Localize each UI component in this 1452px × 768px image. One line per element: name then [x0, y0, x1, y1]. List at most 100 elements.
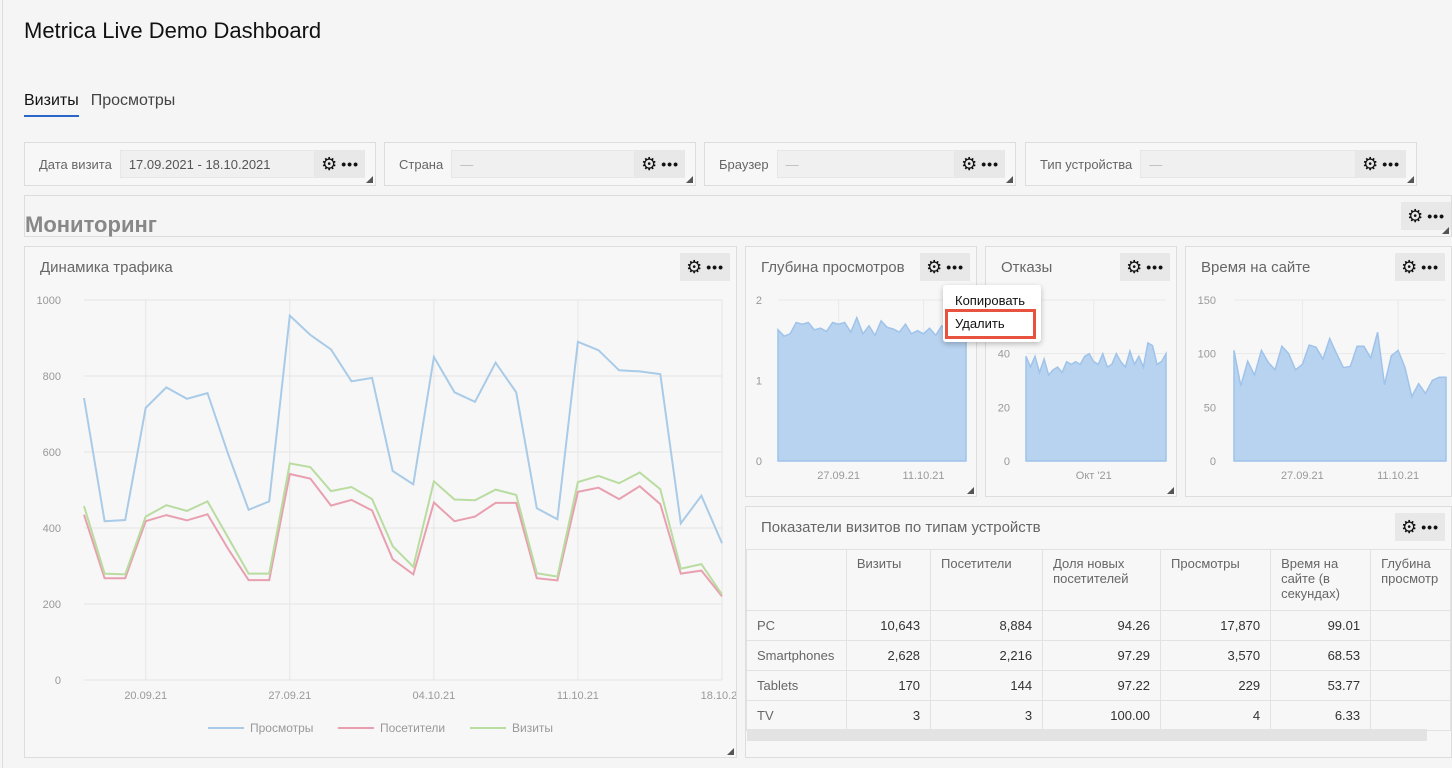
- x-tick-label: 11.10.21: [557, 690, 599, 702]
- table-cell: 17,870: [1160, 610, 1272, 641]
- resize-handle[interactable]: [1167, 487, 1174, 494]
- gear-icon[interactable]: ⚙: [686, 257, 703, 277]
- area-series: [1025, 341, 1167, 462]
- table-cell: 3,570: [1160, 640, 1272, 671]
- horizontal-scrollbar[interactable]: [747, 729, 1427, 741]
- gear-icon[interactable]: ⚙: [961, 154, 978, 174]
- area-series: [777, 315, 967, 462]
- country-field[interactable]: —: [451, 150, 636, 178]
- gear-icon[interactable]: ⚙: [321, 154, 338, 174]
- tab-visits[interactable]: Визиты: [24, 92, 79, 117]
- table-cell: [1370, 640, 1451, 671]
- resize-handle[interactable]: [1442, 227, 1449, 234]
- table-cell: 4: [1160, 700, 1272, 731]
- selector-label: Дата визита: [39, 156, 112, 172]
- context-menu: Копировать Удалить: [943, 285, 1041, 342]
- y-tick-label: 50: [1204, 402, 1216, 414]
- y-tick-label: 1000: [37, 295, 61, 307]
- widget-title: Динамика трафика: [40, 259, 173, 276]
- gear-icon[interactable]: ⚙: [641, 154, 658, 174]
- gear-icon[interactable]: ⚙: [1407, 206, 1424, 226]
- date-range-field[interactable]: 17.09.2021 - 18.10.2021: [119, 150, 316, 178]
- table-cell: 2,628: [845, 640, 932, 671]
- table-cell: 94.26: [1042, 610, 1162, 641]
- table-cell: [1370, 670, 1451, 701]
- menu-item-copy[interactable]: Копировать: [955, 293, 1025, 308]
- table-cell: 229: [1160, 670, 1272, 701]
- more-icon[interactable]: •••: [661, 156, 679, 172]
- row-label: Smartphones: [746, 640, 847, 671]
- resize-handle[interactable]: [967, 487, 974, 494]
- table-cell: 100.00: [1042, 700, 1162, 731]
- y-tick-label: 40: [998, 349, 1010, 361]
- tab-pageviews[interactable]: Просмотры: [90, 92, 176, 109]
- gear-icon[interactable]: ⚙: [1126, 257, 1143, 277]
- more-icon[interactable]: •••: [1146, 259, 1164, 275]
- table-cell: 2,216: [930, 640, 1044, 671]
- column-header[interactable]: Время на сайте (в секундах): [1270, 549, 1372, 611]
- row-label: TV: [746, 700, 847, 731]
- widget-controls: ⚙ •••: [1395, 513, 1445, 541]
- gear-icon[interactable]: ⚙: [1362, 154, 1379, 174]
- x-tick-label: 11.10.21: [1377, 470, 1419, 482]
- y-tick-label: 2: [756, 295, 762, 307]
- selector-country: Страна — ⚙ •••: [384, 142, 696, 186]
- column-header[interactable]: Посетители: [930, 549, 1044, 611]
- table-cell: 6.33: [1270, 700, 1372, 731]
- more-icon[interactable]: •••: [1421, 259, 1439, 275]
- delete-highlight-box: [945, 309, 1036, 339]
- selector-visit-date: Дата визита 17.09.2021 - 18.10.2021 ⚙ ••…: [24, 142, 376, 186]
- resize-handle[interactable]: [1006, 176, 1013, 183]
- selector-device-type: Тип устройства — ⚙ •••: [1025, 142, 1417, 186]
- table-cell: [1370, 610, 1451, 641]
- more-icon[interactable]: •••: [706, 259, 724, 275]
- widget-traffic: Динамика трафика ⚙ ••• 1000 800 600 400 200 0…: [24, 246, 737, 758]
- device-type-field[interactable]: —: [1140, 150, 1357, 178]
- more-icon[interactable]: •••: [1382, 156, 1400, 172]
- resize-handle[interactable]: [686, 176, 693, 183]
- more-icon[interactable]: •••: [981, 156, 999, 172]
- selector-label: Тип устройства: [1040, 156, 1133, 172]
- browser-field[interactable]: —: [776, 150, 956, 178]
- more-icon[interactable]: •••: [1427, 208, 1445, 224]
- column-header[interactable]: [746, 549, 847, 611]
- column-header[interactable]: Просмотры: [1160, 549, 1272, 611]
- selector-label: Страна: [399, 156, 444, 172]
- row-label: Tablets: [746, 670, 847, 701]
- more-icon[interactable]: •••: [341, 156, 359, 172]
- y-tick-label: 100: [1198, 349, 1216, 361]
- table-cell: 8,884: [930, 610, 1044, 641]
- more-icon[interactable]: •••: [1421, 519, 1439, 535]
- column-header[interactable]: Визиты: [845, 549, 932, 611]
- y-tick-label: 150: [1198, 295, 1216, 307]
- resize-handle[interactable]: [727, 748, 734, 755]
- table-cell: 144: [930, 670, 1044, 701]
- table-cell: 10,643: [845, 610, 932, 641]
- y-tick-label: 20: [998, 402, 1010, 414]
- row-label: PC: [746, 610, 847, 641]
- table-cell: 97.22: [1042, 670, 1162, 701]
- y-tick-label: 1: [756, 376, 762, 388]
- gear-icon[interactable]: ⚙: [1401, 517, 1418, 537]
- widget-time: Время на сайте ⚙ ••• 150 100 50 0 27.09.21 11…: [1185, 246, 1452, 497]
- gear-icon[interactable]: ⚙: [1401, 257, 1418, 277]
- menu-item-delete[interactable]: Удалить: [955, 316, 1005, 331]
- area-series: [1233, 332, 1447, 462]
- series-line-Визиты: [83, 462, 723, 596]
- x-tick-label: 27.09.21: [268, 690, 311, 702]
- column-header[interactable]: Доля новых посетителей: [1042, 549, 1162, 611]
- traffic-chart: 1000 800 600 400 200 0 20.09.21 27.09.21 04.10.2…: [37, 295, 736, 735]
- widget-title: Показатели визитов по типам устройств: [761, 519, 1041, 536]
- column-header[interactable]: Глубина просмотр: [1370, 549, 1451, 611]
- devices-table: Визиты Посетители Доля новых посетителей…: [746, 549, 1451, 731]
- resize-handle[interactable]: [1407, 176, 1414, 183]
- selector-controls: ⚙ •••: [635, 150, 685, 178]
- table-row: PC 10,643 8,884 94.26 17,870 99.01: [746, 610, 1451, 641]
- y-tick-label: 200: [43, 599, 61, 611]
- more-icon[interactable]: •••: [946, 259, 964, 275]
- section-monitoring: Мониторинг ⚙ •••: [24, 195, 1452, 237]
- gear-icon[interactable]: ⚙: [926, 257, 943, 277]
- table-row: TV 3 3 100.00 4 6.33: [746, 700, 1451, 731]
- resize-handle[interactable]: [366, 176, 373, 183]
- selector-controls: ⚙ •••: [1356, 150, 1406, 178]
